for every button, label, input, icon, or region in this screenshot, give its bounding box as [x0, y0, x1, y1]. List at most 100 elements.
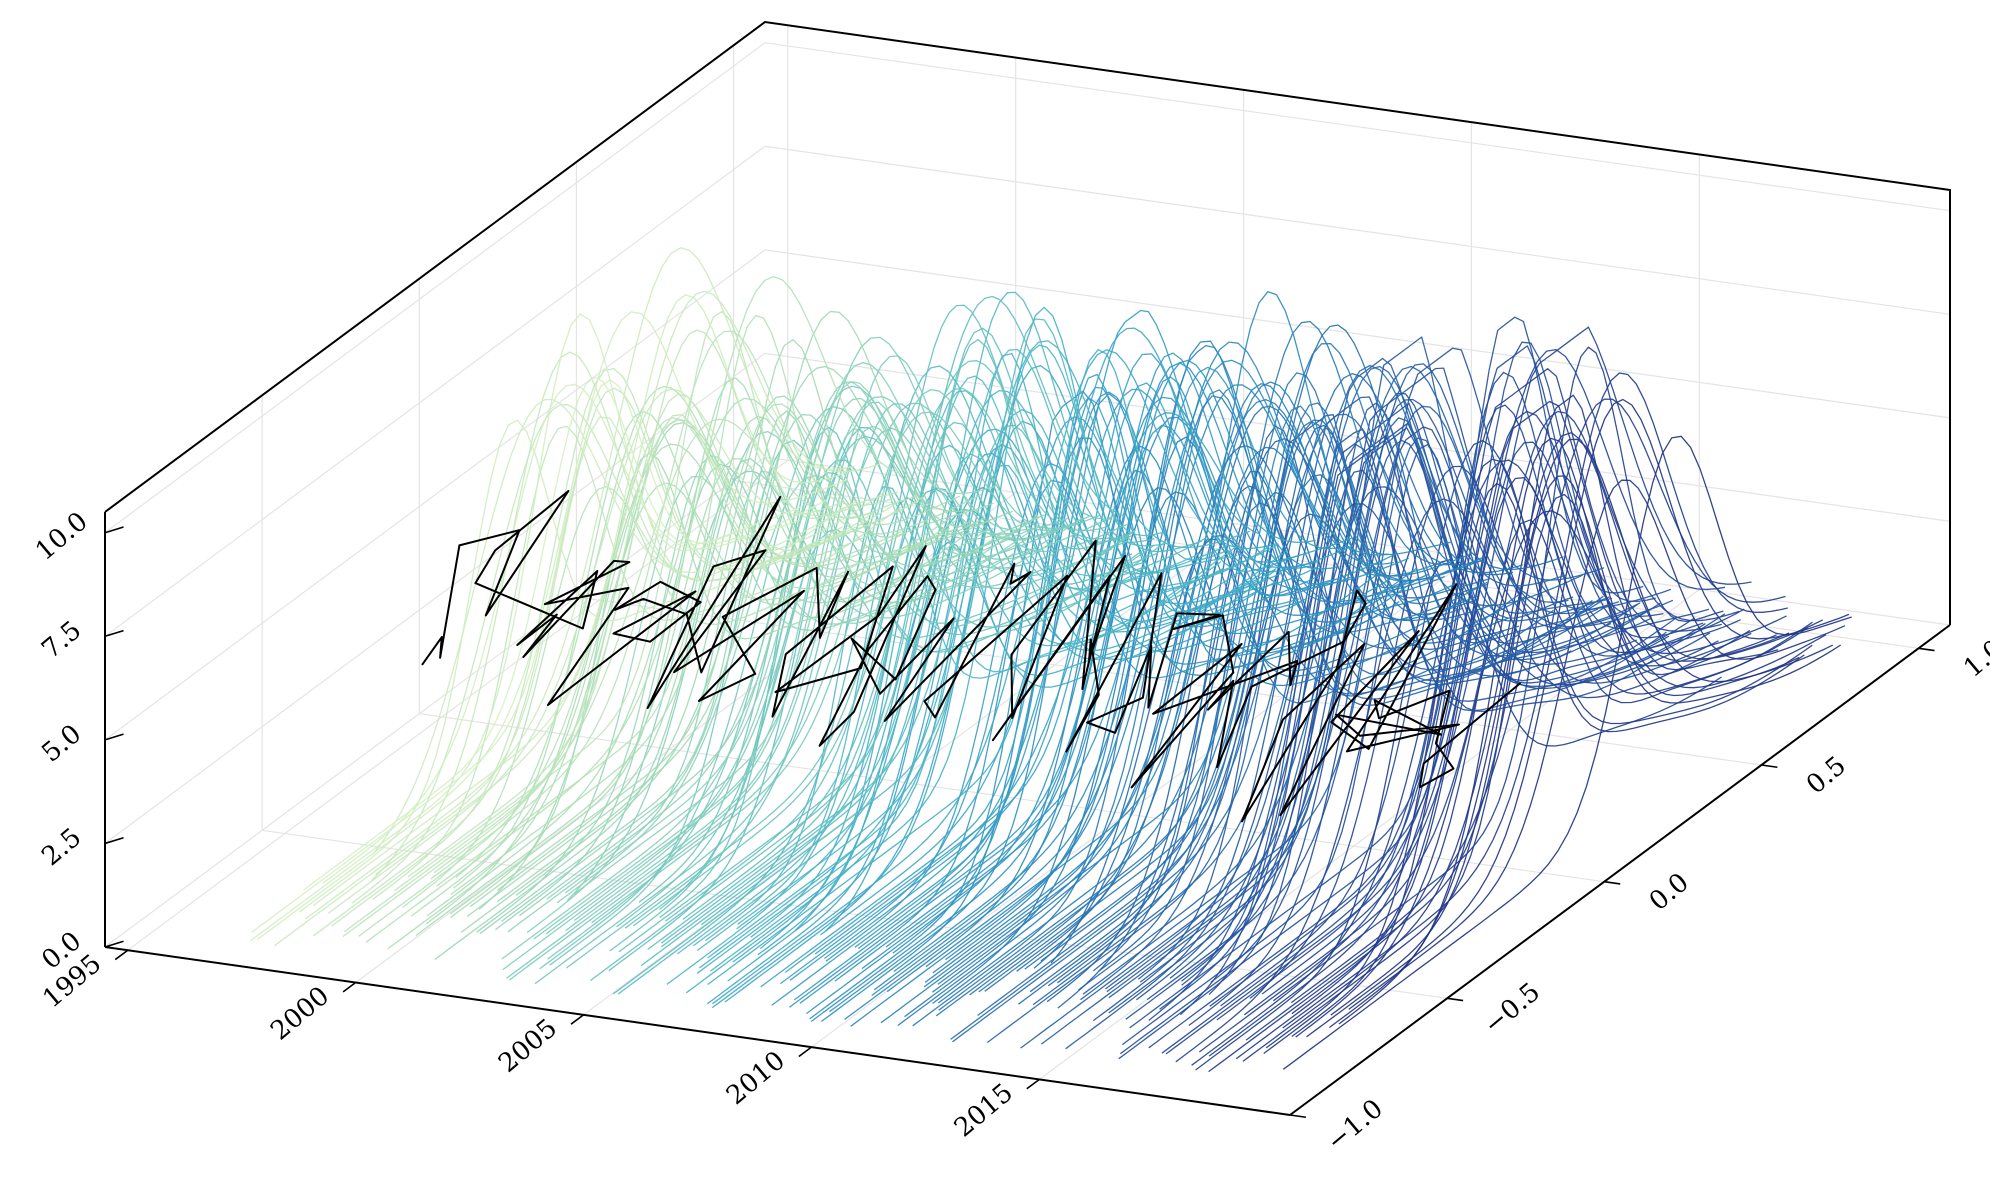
ridge-line-12 — [371, 404, 843, 881]
ridge-line-49 — [519, 413, 1020, 917]
ridge-line-184 — [1106, 405, 1569, 993]
ridge-line-225 — [1208, 519, 1813, 1073]
wall-grid-z-2 — [104, 249, 1951, 741]
ridge-line-158 — [969, 446, 1478, 996]
ridge-line-198 — [1129, 316, 1644, 1029]
y-tick-label-0: −1.0 — [1321, 1094, 1389, 1158]
ridge-line-229 — [1242, 431, 1823, 1062]
ridge-line-4 — [257, 311, 848, 940]
ridge-line-186 — [1108, 443, 1638, 999]
ridge-line-110 — [712, 349, 1276, 1005]
ridge-line-35 — [449, 377, 970, 915]
ridge-line-183 — [1105, 357, 1610, 990]
z-tick-label-1: 2.5 — [36, 823, 87, 873]
ridge-line-201 — [1122, 443, 1696, 1046]
trace-layer — [421, 490, 1522, 823]
y-tick-mark-0 — [1289, 1114, 1307, 1119]
ridge-line-220 — [1191, 459, 1752, 1066]
z-tick-mark-4 — [104, 526, 124, 534]
ridge-line-187 — [1137, 414, 1572, 980]
ridge-line-0 — [303, 376, 803, 891]
ridge-line-32 — [387, 397, 983, 950]
ridge-line-78 — [618, 338, 1133, 953]
ridge-line-177 — [1098, 425, 1604, 972]
z-tick-label-4: 10.0 — [30, 506, 94, 566]
ridge-line-165 — [977, 372, 1514, 1017]
x-axis-line — [104, 946, 1291, 1116]
ridge-line-144 — [945, 384, 1441, 961]
ridge-line-1 — [251, 379, 777, 933]
ridge-line-62 — [565, 355, 1078, 932]
z-tick-label-2: 5.0 — [36, 719, 87, 769]
ridge-layer — [250, 247, 1852, 1073]
ridge-line-36 — [450, 452, 971, 919]
ridge-line-10 — [375, 290, 883, 876]
ridge-line-54 — [573, 425, 1034, 895]
y-tick-mark-2 — [1604, 880, 1621, 885]
ridge-line-209 — [1188, 426, 1711, 1027]
y-tick-label-2: 0.0 — [1644, 867, 1695, 917]
ridge-line-122 — [771, 373, 1300, 1006]
ridge-line-180 — [1082, 437, 1574, 995]
ridge-line-150 — [932, 381, 1481, 993]
ridge-line-17 — [407, 329, 853, 878]
ridge-line-173 — [1032, 365, 1567, 1006]
ridge-line-13 — [351, 351, 875, 904]
ridge-line-203 — [1120, 341, 1656, 1055]
ridge-line-50 — [546, 381, 994, 900]
ridge-line-195 — [1125, 392, 1651, 1020]
y-axis-line — [1289, 624, 1951, 1116]
ridge-line-97 — [707, 464, 1224, 959]
ridge-line-127 — [799, 479, 1381, 1004]
ridge-line-219 — [1272, 346, 1724, 1002]
x-tick-mark-2 — [570, 1014, 585, 1025]
ridge-line-205 — [1179, 422, 1706, 1016]
floor-grid-x-0 — [127, 459, 789, 951]
z-tick-mark-0 — [104, 940, 124, 948]
ridge-line-238 — [1338, 438, 1834, 1025]
ridge-line-230 — [1265, 394, 1779, 1049]
ridge-line-82 — [682, 295, 1126, 920]
ridge-line-86 — [640, 348, 1155, 967]
ridge-line-154 — [937, 320, 1458, 1004]
y-tick-mark-1 — [1447, 997, 1464, 1002]
ridge-line-109 — [706, 486, 1259, 1005]
ridge-line-114 — [825, 452, 1260, 932]
ridge-line-67 — [539, 406, 1075, 970]
ridge-line-98 — [698, 340, 1251, 969]
ridge-line-73 — [624, 403, 1129, 929]
box-top-edges — [104, 20, 1951, 625]
ridge-line-7 — [372, 398, 864, 855]
ridge-line-93 — [696, 496, 1222, 952]
ridge-line-202 — [1210, 439, 1670, 983]
ridge-line-56 — [566, 470, 1053, 902]
ridge-line-208 — [1209, 345, 1664, 1007]
ridge-line-99 — [696, 352, 1270, 974]
ridge-line-91 — [692, 291, 1165, 947]
ridge-line-117 — [814, 412, 1316, 955]
ridge-line-156 — [938, 342, 1486, 1011]
y-tick-label-3: 0.5 — [1801, 751, 1852, 801]
ridge-line-210 — [1220, 439, 1745, 1007]
ridge-line-18 — [393, 310, 899, 892]
ridge-line-236 — [1348, 479, 1846, 1010]
ridge-line-65 — [591, 388, 1101, 924]
ridge-line-212 — [1165, 441, 1704, 1055]
z-tick-mark-1 — [104, 836, 124, 845]
ridge-line-207 — [1148, 371, 1710, 1049]
ridge-line-76 — [609, 459, 1154, 952]
ridge-line-182 — [1020, 402, 1599, 1049]
ridge-line-39 — [466, 310, 999, 918]
ridge-line-131 — [806, 396, 1354, 1015]
ridge-line-159 — [978, 402, 1488, 993]
ridge-line-5 — [298, 419, 846, 913]
ridge-line-6 — [312, 294, 846, 907]
ridge-line-228 — [1282, 372, 1788, 1029]
ridge-line-166 — [950, 419, 1496, 1040]
x-tick-label-3: 2010 — [721, 1046, 791, 1112]
ridge-line-22 — [430, 330, 895, 880]
ridge-line-174 — [986, 424, 1520, 1044]
ridge-line-125 — [793, 352, 1311, 1001]
ridge-line-29 — [452, 410, 950, 889]
ridge-line-153 — [932, 487, 1433, 1005]
